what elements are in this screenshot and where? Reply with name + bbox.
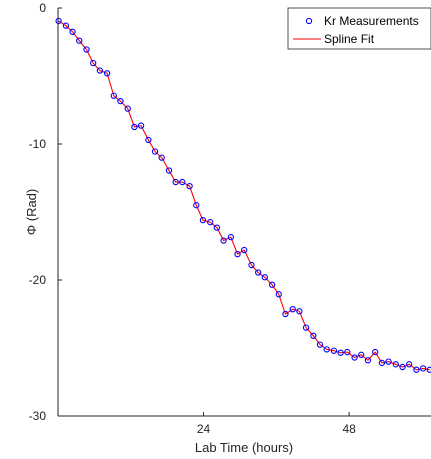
kr-measurement-point (268, 281, 276, 288)
spline-fit-line (58, 20, 430, 371)
kr-measurement-point (179, 178, 186, 186)
y-ticks: 0 -10 -20 -30 (29, 1, 62, 423)
kr-measurement-point (392, 361, 399, 368)
kr-measurement-point (316, 341, 324, 348)
x-ticks: 24 48 (197, 412, 356, 436)
legend-label-kr-measurements: Kr Measurements (324, 14, 419, 28)
kr-measurement-point (282, 310, 289, 318)
kr-measurement-point (261, 274, 268, 281)
kr-measurement-point (385, 358, 392, 365)
kr-measurement-point (413, 366, 420, 373)
y-tick-label: 0 (39, 1, 46, 15)
x-tick-label: 48 (342, 422, 356, 436)
kr-measurement-point (158, 154, 165, 161)
kr-measurement-point (124, 105, 131, 112)
kr-measurement-point (254, 269, 262, 276)
kr-measurement-point (193, 202, 200, 209)
kr-measurement-point (103, 70, 111, 77)
kr-measurement-point (399, 363, 406, 371)
kr-measurement-point (248, 261, 255, 269)
axes (57, 8, 431, 417)
kr-measurement-point (62, 22, 70, 29)
kr-measurement-point (199, 217, 207, 224)
x-axis-label: Lab Time (hours) (195, 440, 293, 455)
kr-measurement-point (419, 365, 427, 372)
kr-measurement-point (172, 178, 179, 186)
kr-measurement-point (110, 92, 117, 99)
kr-measurement-point (323, 346, 330, 353)
kr-measurement-point (55, 17, 62, 25)
kr-measurement-point (351, 354, 358, 361)
kr-measurement-point (364, 357, 372, 364)
kr-measurement-point (131, 123, 138, 131)
x-tick-label: 24 (197, 422, 211, 436)
kr-measurement-point (337, 349, 344, 356)
y-tick-label: -10 (29, 137, 47, 151)
legend-marker-kr-measurements (305, 17, 313, 25)
kr-measurement-point (302, 324, 310, 331)
kr-measurement-point (90, 59, 97, 67)
kr-measurement-point (241, 246, 248, 254)
legend-label-spline-fit: Spline Fit (324, 32, 375, 46)
y-axis-label: Φ (Rad) (24, 189, 39, 236)
kr-measurement-point (69, 28, 76, 35)
kr-measurement-point (378, 359, 386, 367)
kr-measurement-point (234, 251, 241, 258)
kr-measurement-point (358, 351, 365, 358)
y-tick-label: -30 (29, 409, 47, 423)
kr-measurement-point (289, 306, 296, 313)
legend-box (287, 7, 431, 50)
kr-measurement-point (275, 291, 282, 298)
kr-measurement-point (186, 183, 193, 190)
kr-measurement-point (207, 219, 214, 226)
kr-measurement-point (117, 98, 124, 105)
kr-measurement-point (406, 361, 413, 368)
kr-measurement-point (227, 234, 234, 241)
kr-measurement-point (220, 237, 227, 244)
y-tick-label: -20 (29, 273, 47, 287)
kr-measurement-point (145, 136, 152, 144)
kr-measurement-point (296, 308, 303, 315)
kr-measurement-point (213, 224, 221, 231)
kr-measurement-point (426, 366, 431, 373)
kr-measurement-point (151, 148, 159, 155)
kr-measurement-point (310, 332, 317, 339)
kr-measurement-point (330, 347, 338, 354)
kr-measurement-point (372, 348, 379, 356)
kr-measurement-point (96, 67, 103, 74)
kr-measurement-point (344, 348, 351, 356)
kr-measurement-point (165, 167, 173, 174)
kr-measurement-point (83, 46, 90, 53)
plot-area (55, 17, 431, 373)
kr-measurement-point (76, 37, 83, 44)
kr-measurement-point (137, 122, 145, 129)
legend: Kr Measurements Spline Fit (287, 7, 431, 50)
